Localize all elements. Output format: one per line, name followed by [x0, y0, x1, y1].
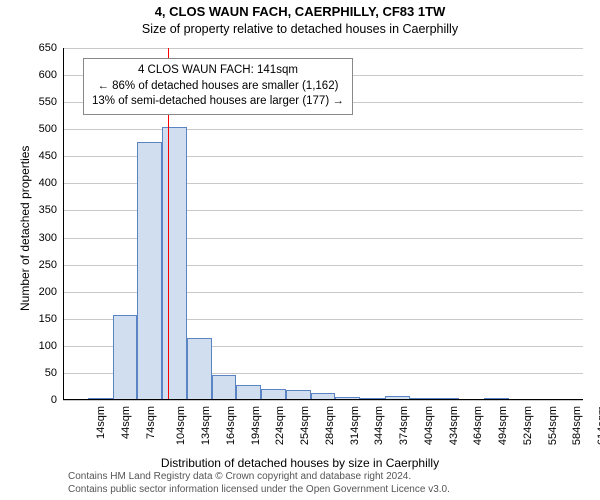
footer-attribution: Contains HM Land Registry data © Crown c… — [68, 470, 450, 496]
x-tick-label: 254sqm — [299, 406, 311, 445]
annotation-line-2: ← 86% of detached houses are smaller (1,… — [92, 79, 344, 95]
x-tick-label: 344sqm — [374, 406, 386, 445]
y-tick-label: 50 — [23, 367, 57, 379]
annotation-box: 4 CLOS WAUN FACH: 141sqm ← 86% of detach… — [83, 58, 353, 115]
y-tick-label: 550 — [23, 96, 57, 108]
footer-line-1: Contains HM Land Registry data © Crown c… — [68, 470, 450, 483]
histogram-bar — [236, 385, 261, 400]
y-tick-label: 150 — [23, 313, 57, 325]
histogram-bar — [113, 315, 138, 400]
y-axis-line — [63, 48, 64, 400]
x-tick-label: 404sqm — [423, 406, 435, 445]
histogram-chart: { "titles": { "line1": "4, CLOS WAUN FAC… — [0, 0, 600, 500]
histogram-bar — [212, 375, 237, 400]
x-tick-label: 284sqm — [324, 406, 336, 445]
y-tick-label: 0 — [23, 394, 57, 406]
gridline-h — [63, 400, 583, 401]
y-axis-label: Number of detached properties — [18, 146, 32, 311]
y-tick-label: 650 — [23, 42, 57, 54]
annotation-line-1: 4 CLOS WAUN FACH: 141sqm — [92, 63, 344, 79]
x-tick-label: 434sqm — [448, 406, 460, 445]
x-tick-label: 14sqm — [95, 406, 107, 439]
x-tick-label: 464sqm — [473, 406, 485, 445]
gridline-h — [63, 129, 583, 130]
x-tick-label: 524sqm — [522, 406, 534, 445]
y-tick-label: 100 — [23, 340, 57, 352]
histogram-bar — [187, 338, 212, 400]
y-tick-label: 600 — [23, 69, 57, 81]
x-tick-label: 164sqm — [225, 406, 237, 445]
x-tick-label: 584sqm — [572, 406, 584, 445]
annotation-line-3: 13% of semi-detached houses are larger (… — [92, 94, 344, 110]
y-tick-label: 500 — [23, 123, 57, 135]
x-tick-label: 374sqm — [398, 406, 410, 445]
x-axis-label: Distribution of detached houses by size … — [0, 456, 600, 470]
x-tick-label: 74sqm — [145, 406, 157, 439]
x-tick-label: 314sqm — [349, 406, 361, 445]
x-tick-label: 224sqm — [274, 406, 286, 445]
chart-title-address: 4, CLOS WAUN FACH, CAERPHILLY, CF83 1TW — [0, 4, 600, 19]
x-tick-label: 44sqm — [120, 406, 132, 439]
x-tick-label: 134sqm — [200, 406, 212, 445]
x-tick-label: 194sqm — [250, 406, 262, 445]
chart-subtitle: Size of property relative to detached ho… — [0, 22, 600, 36]
histogram-bar — [137, 142, 162, 400]
gridline-h — [63, 48, 583, 49]
x-tick-label: 104sqm — [175, 406, 187, 445]
x-tick-label: 494sqm — [497, 406, 509, 445]
x-axis-line — [63, 399, 583, 400]
x-tick-label: 614sqm — [596, 406, 600, 445]
histogram-bar — [162, 127, 187, 400]
footer-line-2: Contains public sector information licen… — [68, 483, 450, 496]
x-tick-label: 554sqm — [547, 406, 559, 445]
